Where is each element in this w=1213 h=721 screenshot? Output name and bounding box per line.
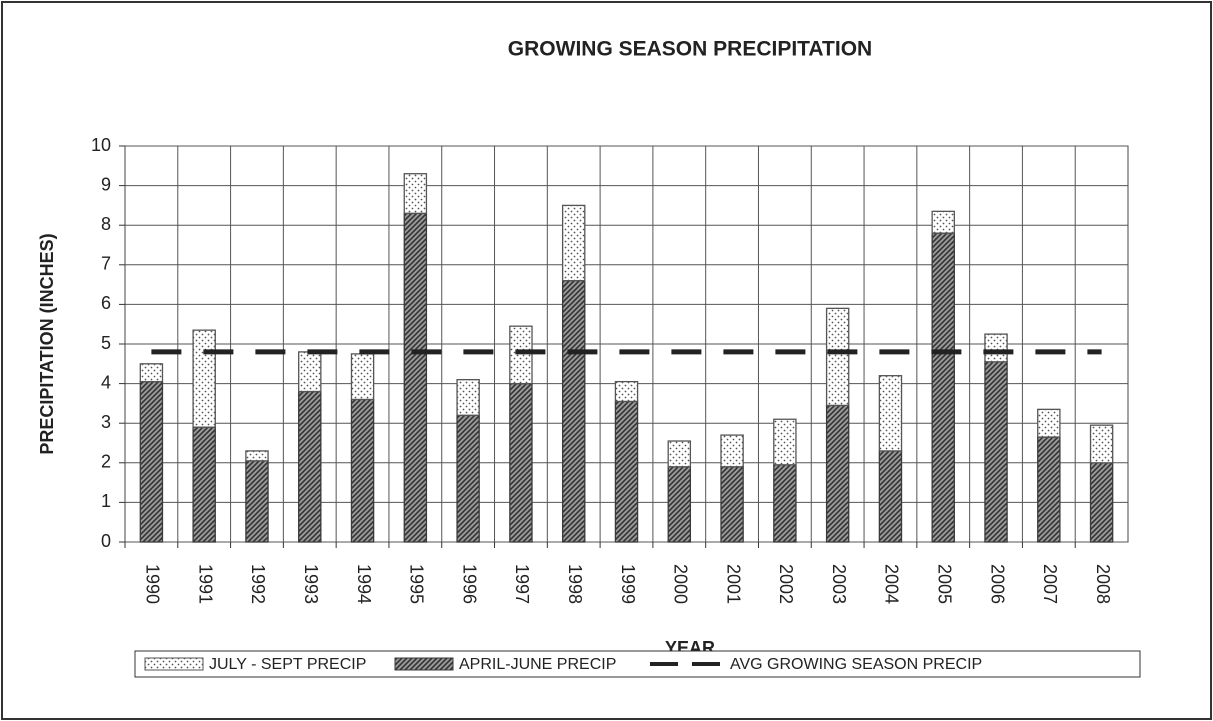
bar-segment: [773, 464, 797, 543]
x-tick-label: 1995: [407, 564, 427, 604]
y-tick-label: 7: [101, 254, 111, 274]
bar-segment: [878, 450, 903, 543]
x-tick-label: 2006: [987, 564, 1007, 604]
y-tick-label: 3: [101, 412, 111, 432]
bar-segment: [720, 466, 744, 543]
y-tick-label: 4: [101, 372, 111, 392]
legend-label: AVG GROWING SEASON PRECIP: [730, 656, 982, 673]
legend-label: JULY - SEPT PRECIP: [209, 656, 366, 673]
x-tick-label: 1990: [143, 564, 163, 604]
bar-segment: [139, 380, 164, 543]
bar-segment: [298, 351, 322, 393]
bar-segment: [298, 390, 322, 543]
bar-segment: [931, 210, 955, 234]
bar-segment: [773, 418, 797, 466]
bar-segment: [720, 434, 744, 468]
bar-segment: [139, 363, 164, 383]
bar-segment: [1037, 408, 1061, 438]
legend-label: APRIL-JUNE PRECIP: [459, 656, 616, 673]
x-tick-label: 1992: [248, 564, 268, 604]
legend-swatch: [144, 657, 204, 671]
x-tick-label: 2008: [1093, 564, 1113, 604]
y-tick-label: 6: [101, 293, 111, 313]
x-tick-label: 2000: [671, 564, 691, 604]
x-tick-label: 1997: [512, 564, 532, 604]
x-tick-label: 1999: [618, 564, 638, 604]
x-tick-label: 2005: [934, 564, 954, 604]
bar-segment: [1089, 462, 1114, 543]
bar-segment: [350, 353, 375, 401]
bar-segment: [614, 380, 639, 403]
bar-segment: [561, 279, 586, 543]
y-tick-label: 9: [101, 174, 111, 194]
bar-segment: [1037, 436, 1061, 543]
legend-box: [134, 650, 1141, 678]
bar-segment: [245, 450, 269, 462]
x-tick-label: 2001: [723, 564, 743, 604]
bar-segment: [984, 361, 1008, 543]
y-tick-label: 8: [101, 214, 111, 234]
bar-segment: [403, 173, 428, 214]
legend-swatch: [394, 657, 454, 671]
y-tick-label: 0: [101, 531, 111, 551]
x-tick-label: 1996: [459, 564, 479, 604]
x-tick-label: 1991: [195, 564, 215, 604]
bar-segment: [456, 378, 480, 416]
bar-segment: [984, 333, 1008, 363]
bar-segment: [350, 398, 375, 543]
x-tick-label: 1998: [565, 564, 585, 604]
bar-segment: [245, 460, 269, 543]
y-tick-label: 2: [101, 452, 111, 472]
bar-segment: [878, 375, 903, 452]
x-tick-label: 2003: [829, 564, 849, 604]
bar-segment: [825, 307, 850, 407]
bar-segment: [667, 466, 692, 543]
bar-segment: [192, 329, 216, 428]
x-tick-label: 2007: [1040, 564, 1060, 604]
bar-segment: [931, 232, 955, 543]
bar-segment: [456, 414, 480, 543]
y-axis-label: PRECIPITATION (INCHES): [37, 233, 57, 454]
bar-segment: [509, 325, 533, 385]
x-tick-label: 2002: [776, 564, 796, 604]
bar-segment: [509, 382, 533, 543]
x-tick-label: 2004: [882, 564, 902, 604]
bar-segment: [192, 426, 216, 543]
y-tick-label: 5: [101, 333, 111, 353]
bar-segment: [561, 204, 586, 282]
bar-segment: [403, 212, 428, 543]
bar-segment: [825, 404, 850, 543]
bar-segment: [1089, 424, 1114, 464]
y-tick-label: 10: [91, 135, 111, 155]
chart-title: GROWING SEASON PRECIPITATION: [508, 38, 872, 61]
x-tick-label: 1994: [354, 564, 374, 604]
y-tick-label: 1: [101, 491, 111, 511]
bar-segment: [667, 440, 692, 468]
bar-segment: [614, 400, 639, 543]
x-tick-label: 1993: [301, 564, 321, 604]
